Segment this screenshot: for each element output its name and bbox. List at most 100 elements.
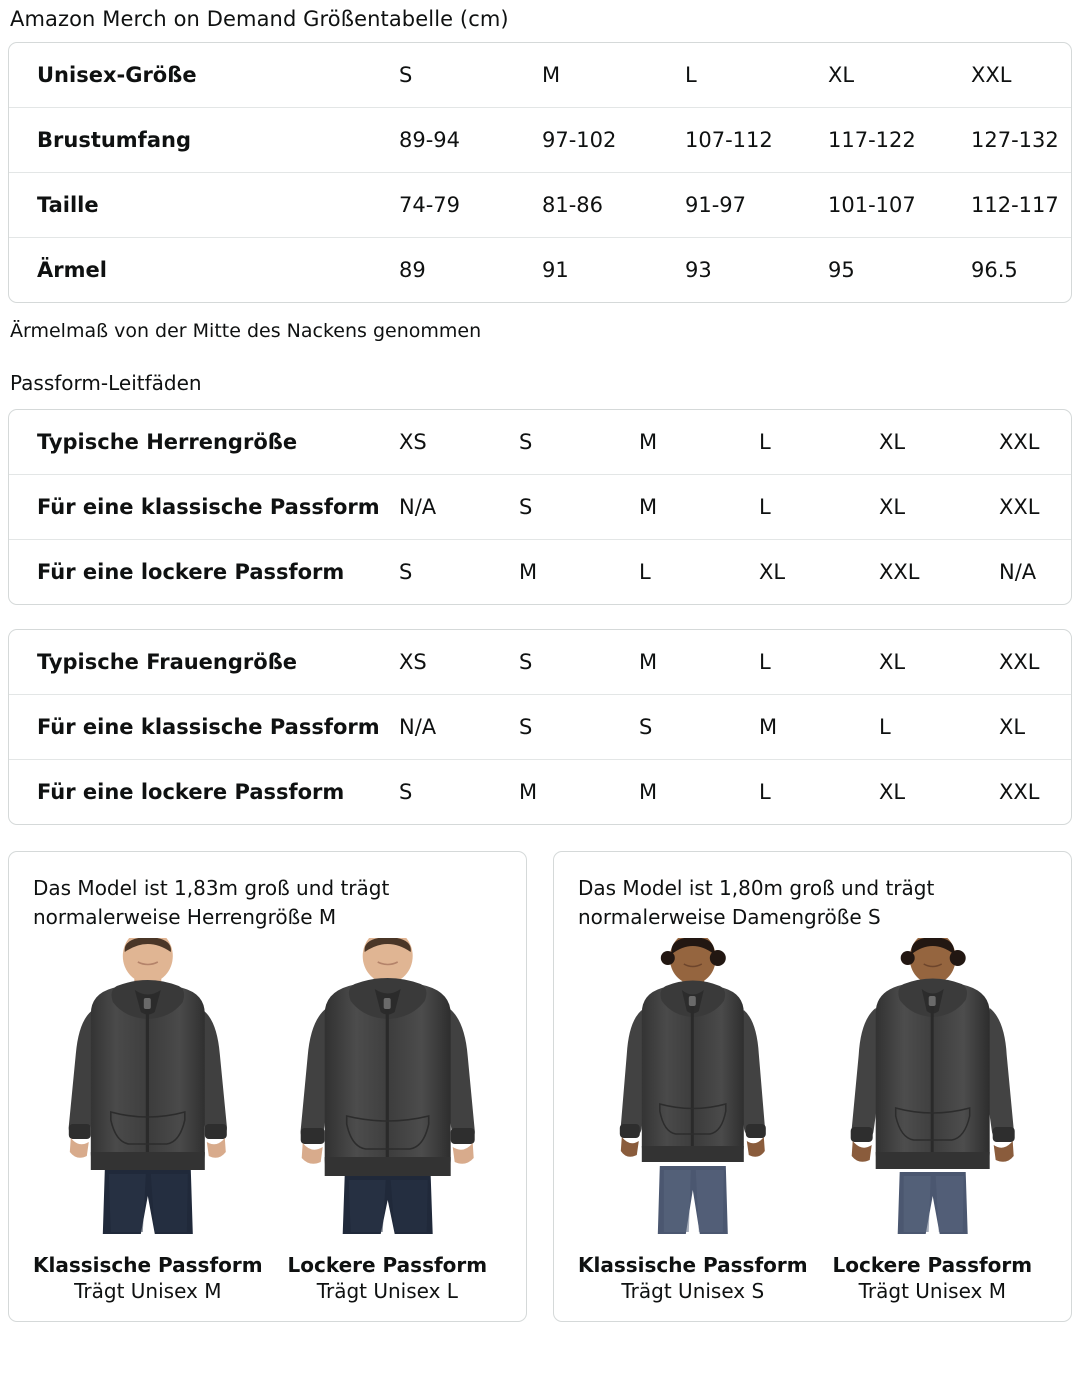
caption-men-relaxed: Lockere Passform Trägt Unisex L bbox=[287, 1252, 487, 1305]
mens-row-label-classic: Für eine klassische Passform bbox=[9, 474, 399, 540]
womens-relaxed-2: M bbox=[639, 780, 658, 804]
waist-m: 81-86 bbox=[542, 172, 685, 238]
caption-women-relaxed: Lockere Passform Trägt Unisex M bbox=[832, 1252, 1032, 1305]
mens-relaxed-5: N/A bbox=[999, 560, 1037, 584]
waist-l: 91-97 bbox=[685, 172, 828, 238]
mens-classic-1: S bbox=[519, 474, 639, 540]
mens-classic-5: XXL bbox=[999, 474, 1071, 540]
mens-relaxed-1: M bbox=[519, 560, 538, 584]
womens-fit-table-card: Typische Frauengröße XS S M L XL XXL Für… bbox=[8, 629, 1072, 825]
mens-typical-1: S bbox=[519, 410, 639, 475]
table-row: Brustumfang 89-94 97-102 107-112 117-122… bbox=[9, 107, 1071, 173]
mens-typical-4: XL bbox=[879, 410, 999, 475]
sleeve-xxl: 96.5 bbox=[971, 258, 1018, 282]
womens-relaxed-3: L bbox=[759, 780, 771, 804]
measurement-header-size-m: M bbox=[542, 43, 685, 108]
mens-relaxed-4: XXL bbox=[879, 560, 920, 584]
sleeve-l: 93 bbox=[685, 258, 712, 282]
female-model-relaxed-fit-image bbox=[827, 938, 1038, 1238]
measurement-header-size-xl: XL bbox=[828, 43, 971, 108]
table-row-header: Unisex-Größe S M L XL XXL bbox=[9, 43, 1071, 108]
mens-relaxed-2: L bbox=[639, 560, 651, 584]
row-label-sleeve: Ärmel bbox=[37, 258, 107, 282]
model-figure-men-classic: Klassische Passform Trägt Unisex M bbox=[33, 938, 263, 1305]
womens-classic-1: S bbox=[519, 694, 639, 760]
model-card-women: Das Model ist 1,80m groß und trägt norma… bbox=[553, 851, 1072, 1322]
sleeve-xl: 95 bbox=[828, 258, 855, 282]
womens-typical-5: XXL bbox=[999, 630, 1071, 695]
male-model-relaxed-fit-image bbox=[282, 938, 493, 1238]
womens-relaxed-4: XL bbox=[879, 780, 906, 804]
table-row: Taille 74-79 81-86 91-97 101-107 112-117 bbox=[9, 172, 1071, 238]
model-card-women-headline: Das Model ist 1,80m groß und trägt norma… bbox=[578, 876, 935, 929]
row-label-waist: Taille bbox=[9, 172, 399, 238]
fit-wears: Trägt Unisex S bbox=[621, 1279, 765, 1303]
table-row: Für eine lockere Passform S M M L XL XXL bbox=[9, 760, 1071, 825]
womens-row-label-relaxed: Für eine lockere Passform bbox=[37, 780, 345, 804]
model-figure-men-relaxed: Lockere Passform Trägt Unisex L bbox=[273, 938, 502, 1305]
womens-classic-0: N/A bbox=[399, 694, 519, 760]
model-figure-women-relaxed: Lockere Passform Trägt Unisex M bbox=[818, 938, 1047, 1305]
fit-name: Klassische Passform bbox=[578, 1253, 808, 1277]
measurement-table-card: Unisex-Größe S M L XL XXL Brustumfang 89… bbox=[8, 42, 1072, 303]
mens-fit-table-card: Typische Herrengröße XS S M L XL XXL Für… bbox=[8, 409, 1072, 605]
womens-typical-1: S bbox=[519, 630, 639, 695]
model-card-men-headline: Das Model ist 1,83m groß und trägt norma… bbox=[33, 876, 390, 929]
sleeve-s: 89 bbox=[399, 258, 426, 282]
mens-typical-5: XXL bbox=[999, 410, 1071, 475]
fit-wears: Trägt Unisex M bbox=[858, 1279, 1006, 1303]
fit-wears: Trägt Unisex L bbox=[316, 1279, 458, 1303]
womens-typical-2: M bbox=[639, 630, 759, 695]
row-label-chest: Brustumfang bbox=[9, 107, 399, 173]
mens-classic-0: N/A bbox=[399, 474, 519, 540]
fit-name: Klassische Passform bbox=[33, 1253, 263, 1277]
model-cards-row: Das Model ist 1,83m groß und trägt norma… bbox=[8, 851, 1072, 1322]
womens-relaxed-1: M bbox=[519, 780, 538, 804]
womens-fit-table: Typische Frauengröße XS S M L XL XXL Für… bbox=[9, 630, 1071, 824]
table-row: Typische Frauengröße XS S M L XL XXL bbox=[9, 630, 1071, 695]
sleeve-measurement-note: Ärmelmaß von der Mitte des Nackens genom… bbox=[10, 320, 482, 342]
mens-typical-2: M bbox=[639, 410, 759, 475]
chest-xl: 117-122 bbox=[828, 107, 971, 173]
model-card-men: Das Model ist 1,83m groß und trägt norma… bbox=[8, 851, 527, 1322]
womens-row-label-typical: Typische Frauengröße bbox=[9, 630, 399, 695]
model-figure-women-classic: Klassische Passform Trägt Unisex S bbox=[578, 938, 808, 1305]
table-row: Für eine lockere Passform S M L XL XXL N… bbox=[9, 540, 1071, 605]
mens-row-label-typical: Typische Herrengröße bbox=[9, 410, 399, 475]
fit-guides-title: Passform-Leitfäden bbox=[10, 371, 202, 395]
table-row: Für eine klassische Passform N/A S S M L… bbox=[9, 694, 1071, 760]
chest-l: 107-112 bbox=[685, 107, 828, 173]
mens-classic-3: L bbox=[759, 474, 879, 540]
womens-row-label-classic: Für eine klassische Passform bbox=[9, 694, 399, 760]
mens-row-label-relaxed: Für eine lockere Passform bbox=[37, 560, 345, 584]
womens-classic-4: L bbox=[879, 694, 999, 760]
table-row: Für eine klassische Passform N/A S M L X… bbox=[9, 474, 1071, 540]
mens-typical-3: L bbox=[759, 410, 879, 475]
model-figures-men: Klassische Passform Trägt Unisex M bbox=[33, 938, 502, 1305]
waist-s: 74-79 bbox=[399, 172, 542, 238]
mens-relaxed-0: S bbox=[399, 560, 413, 584]
mens-fit-table: Typische Herrengröße XS S M L XL XXL Für… bbox=[9, 410, 1071, 604]
womens-relaxed-0: S bbox=[399, 780, 413, 804]
measurement-header-size-xxl: XXL bbox=[971, 43, 1071, 108]
mens-relaxed-3: XL bbox=[759, 560, 786, 584]
womens-typical-3: L bbox=[759, 630, 879, 695]
table-row: Typische Herrengröße XS S M L XL XXL bbox=[9, 410, 1071, 475]
fit-wears: Trägt Unisex M bbox=[74, 1279, 222, 1303]
table-row: Ärmel 89 91 93 95 96.5 bbox=[9, 238, 1071, 303]
model-figures-women: Klassische Passform Trägt Unisex S bbox=[578, 938, 1047, 1305]
womens-classic-3: M bbox=[759, 694, 879, 760]
measurement-header-size-l: L bbox=[685, 43, 828, 108]
spacer bbox=[8, 605, 1072, 629]
sleeve-m: 91 bbox=[542, 258, 569, 282]
chest-xxl: 127-132 bbox=[971, 107, 1071, 173]
womens-typical-4: XL bbox=[879, 630, 999, 695]
fit-name: Lockere Passform bbox=[287, 1253, 488, 1277]
measurement-header-label: Unisex-Größe bbox=[9, 43, 399, 108]
mens-typical-0: XS bbox=[399, 410, 519, 475]
womens-typical-0: XS bbox=[399, 630, 519, 695]
womens-classic-5: XL bbox=[999, 694, 1071, 760]
caption-men-classic: Klassische Passform Trägt Unisex M bbox=[33, 1252, 263, 1305]
male-model-classic-fit-image bbox=[42, 938, 253, 1238]
